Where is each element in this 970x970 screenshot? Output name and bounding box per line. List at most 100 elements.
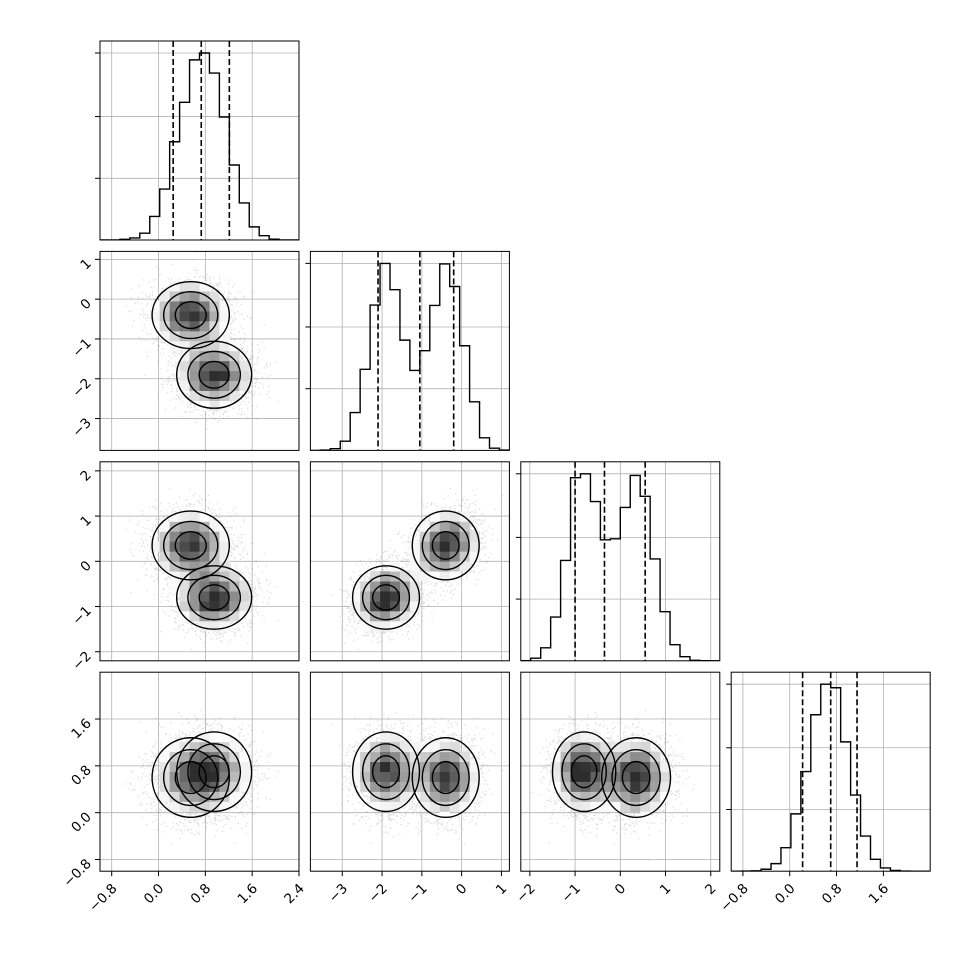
density-cell — [650, 781, 661, 792]
density-cell — [630, 761, 641, 772]
density-cell — [239, 601, 250, 612]
density-cell — [620, 801, 631, 812]
x-tick-label: 1.6 — [234, 881, 261, 908]
x-tick-label: 0.0 — [772, 881, 799, 908]
density-cell — [399, 771, 411, 782]
density-cell — [179, 511, 190, 522]
density-cell — [429, 571, 441, 582]
density-cell — [199, 331, 210, 342]
density-cell — [169, 781, 180, 792]
density-cell — [580, 761, 591, 772]
density-cell — [159, 541, 170, 552]
density-cell — [360, 621, 371, 632]
x-tick-label: 0.8 — [188, 881, 215, 908]
density-cell — [199, 611, 210, 622]
density-cell — [570, 791, 581, 802]
y-tick-label: −3 — [69, 415, 94, 440]
density-cell — [350, 591, 361, 602]
density-cell — [179, 301, 190, 312]
density-cell — [580, 801, 591, 812]
density-cell — [640, 781, 651, 792]
density-cell — [199, 741, 210, 753]
density-cell — [600, 801, 611, 812]
contour-line — [421, 520, 470, 571]
density-cell — [399, 791, 411, 802]
density-cell — [469, 551, 480, 562]
density-cell — [169, 741, 180, 753]
density-cell — [189, 321, 200, 332]
x-tick-label: 2 — [702, 881, 719, 898]
density-cell — [360, 771, 371, 782]
y-tick-label: 2 — [77, 467, 94, 484]
density-cell — [560, 771, 571, 782]
density-cell — [459, 791, 470, 802]
density-cell — [360, 591, 371, 602]
density-cell — [229, 360, 240, 372]
density-cell — [399, 591, 411, 602]
density-cell — [580, 751, 591, 763]
density-cell — [360, 611, 371, 622]
density-cell — [419, 791, 431, 802]
y-tick-label: 1.6 — [68, 716, 95, 743]
density-cell — [650, 791, 661, 802]
density-cell — [209, 771, 220, 782]
density-cell — [189, 561, 200, 572]
density-cell — [159, 771, 170, 782]
density-cell — [439, 571, 450, 582]
density-cell — [459, 561, 470, 572]
contour-line — [162, 748, 219, 807]
y-tick-label: 1 — [77, 513, 94, 530]
density-cell — [640, 751, 651, 763]
density-cell — [590, 751, 601, 763]
density-cell — [169, 801, 180, 812]
density-cell — [580, 771, 591, 782]
density-cell — [449, 791, 460, 802]
density-cell — [219, 321, 230, 332]
density-cell — [459, 551, 470, 562]
density-cell — [370, 571, 381, 582]
density-cell — [179, 360, 190, 372]
density-cell — [390, 801, 401, 812]
density-cell — [159, 761, 170, 772]
density-cell — [169, 791, 180, 802]
panel-frame — [99, 40, 300, 241]
density-cell — [209, 791, 220, 802]
contour-line — [371, 584, 401, 611]
density-cell — [550, 761, 561, 772]
density-cell — [189, 331, 200, 342]
density-cell — [439, 511, 450, 522]
density-cell — [199, 781, 210, 792]
density-cell — [429, 741, 441, 753]
scatter-panel-1-2 — [309, 461, 511, 662]
y-tick-label: 0 — [77, 296, 94, 313]
density-cell — [219, 340, 230, 352]
density-cell — [360, 741, 371, 753]
density-cell — [469, 531, 480, 542]
density-cell — [429, 771, 441, 782]
density-cell — [179, 340, 190, 352]
density-cell — [660, 761, 671, 772]
scatter-panel-0-3 — [95, 671, 300, 877]
density-cell — [219, 781, 230, 792]
density-cell — [159, 521, 170, 532]
density-cell — [419, 531, 431, 542]
scatter-points — [332, 709, 511, 861]
density-cell — [399, 571, 411, 582]
density-cell — [219, 551, 230, 562]
density-cell — [179, 781, 190, 792]
density-cell — [189, 551, 200, 562]
density-cell — [370, 771, 381, 782]
density-cell — [390, 611, 401, 622]
density-cell — [199, 281, 210, 292]
density-cell — [439, 531, 450, 542]
density-cell — [419, 761, 431, 772]
density-cell — [630, 781, 641, 792]
density-cell — [580, 791, 591, 802]
contour-line — [151, 737, 231, 819]
density-cell — [179, 591, 190, 602]
density-cell — [650, 771, 661, 782]
density-cell — [640, 761, 651, 772]
contour-line — [551, 731, 617, 813]
density-cell — [429, 521, 441, 532]
density-cell — [469, 541, 480, 552]
